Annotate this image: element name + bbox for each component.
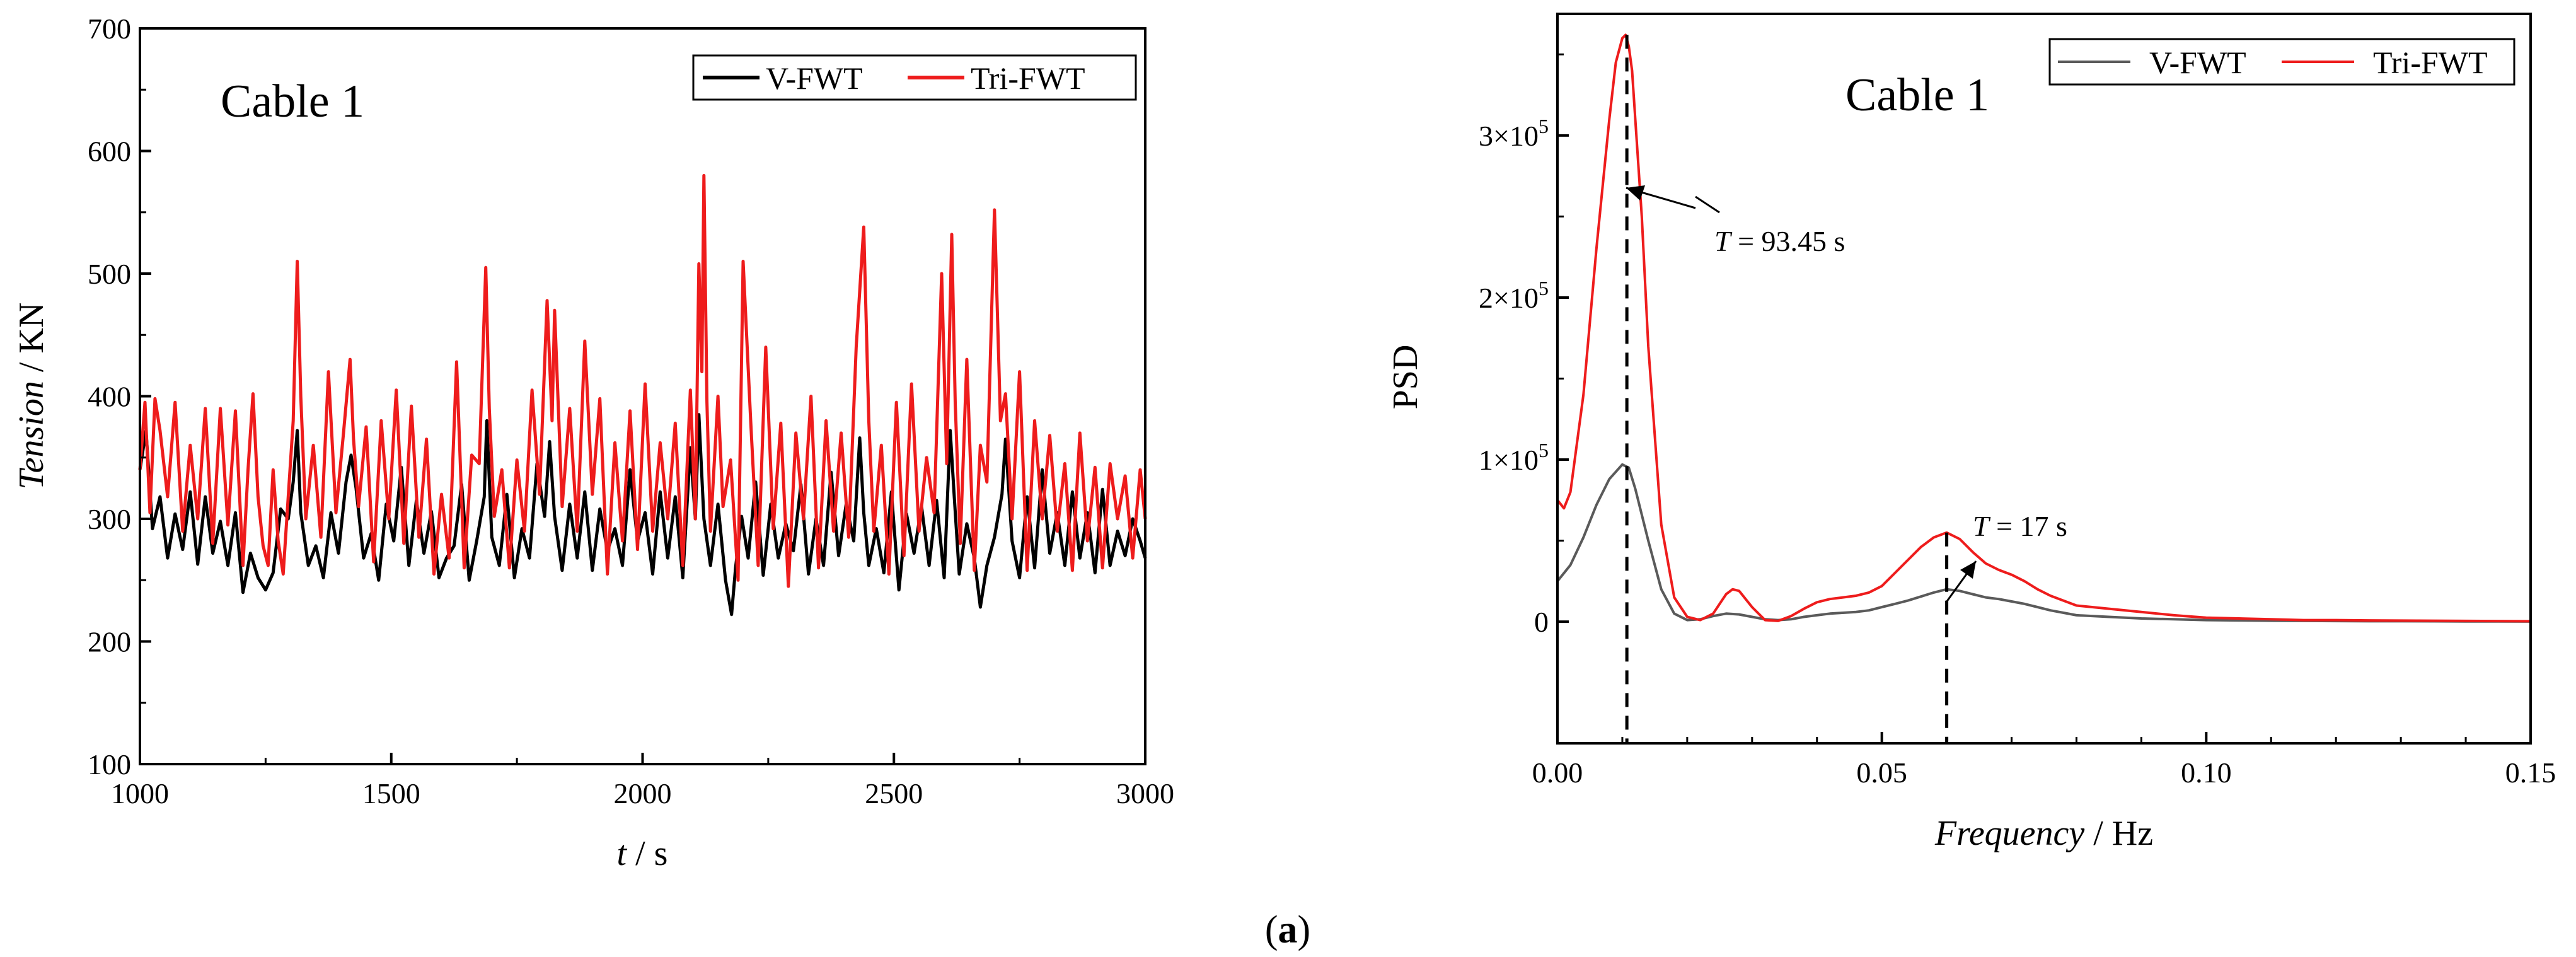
y-tick-label: 300	[88, 503, 131, 535]
psd-x-axis-title: Frequency / Hz	[1934, 814, 2153, 853]
legend-label-tri-fwt: Tri-FWT	[2373, 45, 2488, 80]
tension-y-axis-title: Tension / KN	[12, 303, 51, 490]
series-line-tri-fwt	[138, 173, 1147, 588]
x-tick-label: 1500	[362, 777, 420, 809]
psd-legend: V-FWT Tri-FWT	[2048, 38, 2515, 86]
annotation-period-17: T = 17 s	[1973, 510, 2067, 542]
x-tick-label: 3000	[1116, 777, 1174, 809]
y-tick-label: 2×105	[1479, 277, 1549, 314]
tension-x-axis-title: t / s	[617, 834, 668, 873]
y-tick-label: 200	[88, 626, 131, 658]
y-tick-label: 3×105	[1479, 115, 1549, 152]
x-tick-label: 2000	[614, 777, 672, 809]
tension-series-layer	[138, 173, 1147, 617]
psd-x-axis-ticks: 0.00 0.05 0.10 0.15	[1532, 732, 2556, 789]
y-tick-label: 1×105	[1479, 439, 1549, 476]
legend-label-v-fwt: V-FWT	[2149, 45, 2246, 80]
psd-chart-title: Cable 1	[1845, 69, 1989, 121]
y-tick-label: 600	[88, 136, 131, 168]
tension-x-axis-ticks: 1000 1500 2000 2500 3000	[111, 753, 1174, 809]
legend-label-v-fwt: V-FWT	[766, 61, 863, 96]
tension-y-axis-ticks: 100 200 300 400 500 600 700	[88, 13, 151, 780]
tension-legend: V-FWT Tri-FWT	[692, 54, 1137, 101]
annotation-arrowhead	[1960, 561, 1976, 579]
y-tick-label: 500	[88, 258, 131, 290]
psd-y-axis-title: PSD	[1386, 345, 1425, 410]
y-tick-label: 0	[1534, 606, 1549, 638]
x-tick-label: 0.05	[1856, 757, 1907, 789]
psd-series-layer	[1556, 33, 2531, 623]
tension-plot-frame	[139, 27, 1146, 765]
series-line-v-fwt	[1556, 463, 2531, 623]
x-tick-label: 0.00	[1532, 757, 1583, 789]
psd-reference-lines	[1625, 35, 1949, 743]
psd-annotation-period-1: T = 93.45 s	[1626, 185, 1845, 257]
x-tick-label: 2500	[865, 777, 923, 809]
x-tick-label: 0.15	[2505, 757, 2556, 789]
psd-chart: 0.00 0.05 0.10 0.15 0 1×105 2×105 3×105 Cable …	[1386, 13, 2556, 853]
annotation-period-93-45: T = 93.45 s	[1714, 225, 1845, 257]
y-tick-label: 400	[88, 381, 131, 413]
annotation-arrow-shaft	[1695, 195, 1720, 214]
tension-chart: 1000 1500 2000 2500 3000 100 200 300 400 500 600 7…	[12, 13, 1174, 873]
tension-chart-title: Cable 1	[221, 76, 364, 127]
series-line-tri-fwt	[1556, 33, 2531, 623]
psd-y-axis-ticks: 0 1×105 2×105 3×105	[1479, 53, 1569, 638]
x-tick-label: 0.10	[2181, 757, 2232, 789]
x-tick-label: 1000	[111, 777, 169, 809]
psd-plot-frame	[1556, 13, 2532, 745]
figure-caption: (a)	[1265, 908, 1310, 951]
legend-label-tri-fwt: Tri-FWT	[971, 61, 1085, 96]
psd-annotation-period-2: T = 17 s	[1945, 510, 2067, 603]
annotation-arrowhead	[1626, 185, 1645, 200]
y-tick-label: 100	[88, 748, 131, 780]
y-tick-label: 700	[88, 13, 131, 45]
